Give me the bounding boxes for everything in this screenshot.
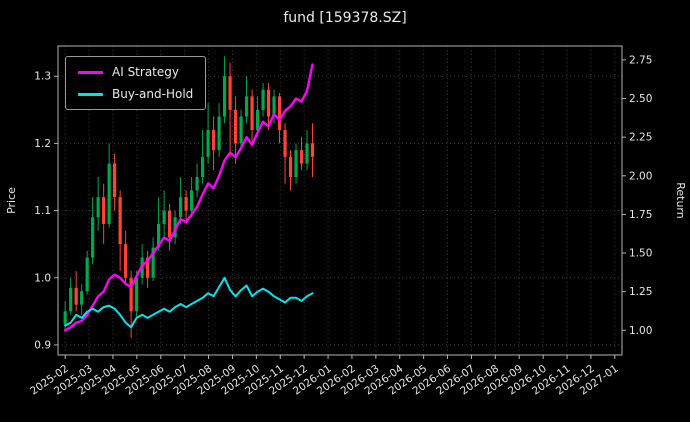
y-axis-label-right: Return <box>674 182 687 219</box>
svg-text:1.1: 1.1 <box>34 205 51 217</box>
ai-strategy-line <box>63 63 314 332</box>
legend-label-buy-and-hold: Buy-and-Hold <box>112 87 194 101</box>
svg-text:1.0: 1.0 <box>34 272 51 284</box>
svg-text:1.25: 1.25 <box>629 286 652 298</box>
ai-strategy-line-swatch <box>78 70 103 74</box>
svg-text:2.50: 2.50 <box>629 93 652 105</box>
candlestick-series <box>63 56 315 339</box>
svg-text:1.75: 1.75 <box>629 209 652 221</box>
svg-text:1.3: 1.3 <box>34 71 51 83</box>
svg-text:2.75: 2.75 <box>629 54 652 66</box>
svg-text:2.00: 2.00 <box>629 170 652 182</box>
svg-text:0.9: 0.9 <box>34 339 51 351</box>
legend-label-ai-strategy: AI Strategy <box>112 65 179 79</box>
buy-and-hold-line-swatch <box>78 92 103 96</box>
legend-item-buy-and-hold: Buy-and-Hold <box>78 87 193 101</box>
y-axis-label-left: Price <box>5 187 18 214</box>
buy-and-hold-line <box>64 276 314 329</box>
svg-text:1.2: 1.2 <box>34 138 51 150</box>
legend: AI Strategy Buy-and-Hold <box>65 56 207 110</box>
chart-title: fund [159378.SZ] <box>283 10 407 26</box>
svg-text:2.25: 2.25 <box>629 132 652 144</box>
svg-text:1.50: 1.50 <box>629 248 652 260</box>
axis-ticks <box>54 59 626 359</box>
plot-border <box>57 45 623 356</box>
legend-item-ai-strategy: AI Strategy <box>78 65 193 79</box>
svg-text:1.00: 1.00 <box>629 325 652 337</box>
